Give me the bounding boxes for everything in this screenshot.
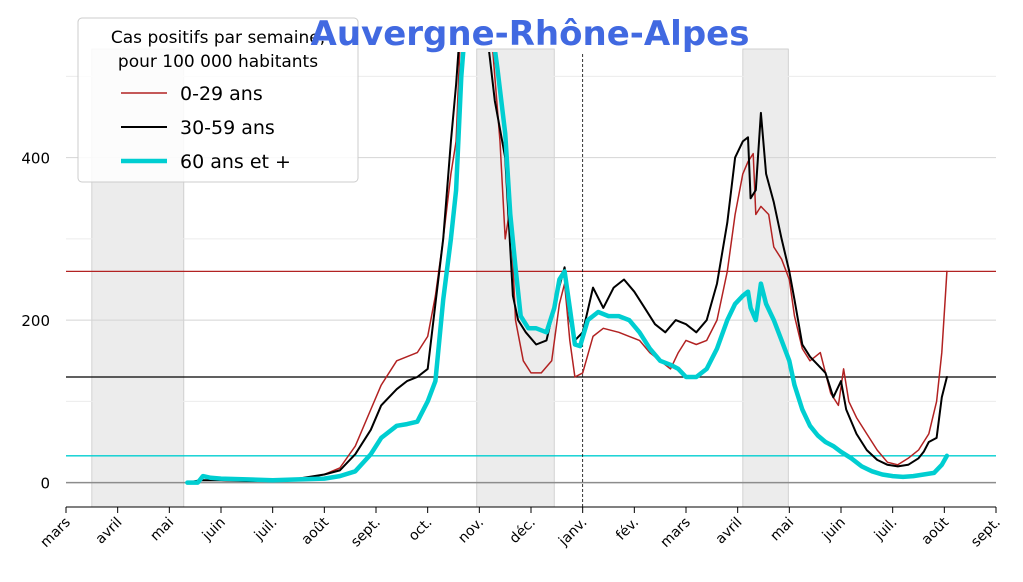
- x-tick-label: juin: [819, 515, 849, 545]
- y-tick-label: 200: [21, 312, 50, 330]
- x-tick-label: oct.: [406, 515, 436, 545]
- series-line: [186, 52, 948, 484]
- legend: Cas positifs par semaine, pour 100 000 h…: [77, 17, 359, 183]
- x-tick-label: août: [299, 514, 333, 548]
- legend-label: 60 ans et +: [180, 151, 291, 173]
- x-tick-label: mars: [658, 515, 694, 551]
- x-tick-label: déc.: [507, 515, 539, 547]
- x-tick-label: avril: [93, 515, 126, 548]
- series-lines: [185, 52, 950, 485]
- chart-title: Auvergne-Rhône-Alpes: [311, 14, 750, 54]
- x-tick-label: avril: [713, 515, 746, 548]
- reference-lines: [66, 270, 996, 457]
- legend-label: 30-59 ans: [180, 117, 275, 139]
- x-tick-label: août: [919, 514, 953, 548]
- x-tick-label: nov.: [455, 515, 487, 547]
- x-tick-label: juin: [199, 515, 229, 545]
- series-line: [186, 52, 948, 484]
- series-line: [185, 52, 950, 485]
- x-tick-label: mai: [767, 515, 797, 545]
- x-tick-label: mars: [38, 515, 74, 551]
- shaded-period-3: [742, 48, 789, 508]
- legend-title-line2: pour 100 000 habitants: [118, 52, 318, 72]
- legend-label: 0-29 ans: [180, 83, 263, 105]
- legend-box: [77, 17, 359, 183]
- x-tick-label: fév.: [613, 515, 642, 544]
- x-tick-label: mai: [147, 515, 177, 545]
- x-tick-label: sept.: [968, 515, 1004, 551]
- x-tick-label: juil.: [871, 515, 901, 545]
- y-tick-label: 400: [21, 150, 50, 168]
- x-tick-label: sept.: [348, 515, 384, 551]
- x-tick-label: janv.: [555, 515, 590, 550]
- x-tick-label: juil.: [251, 515, 281, 545]
- y-tick-label: 0: [40, 475, 50, 493]
- legend-title-line1: Cas positifs par semaine,: [111, 28, 325, 48]
